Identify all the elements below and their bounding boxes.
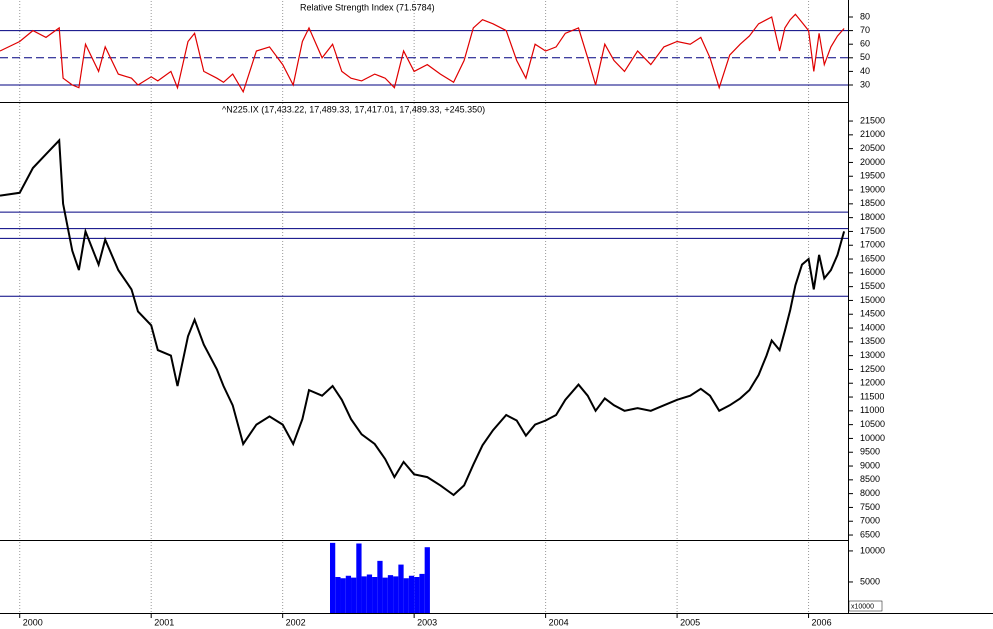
y-tick-label: 14000 <box>860 322 885 332</box>
y-tick-label: 11500 <box>860 391 884 401</box>
data-line <box>0 138 846 497</box>
y-tick-label: 14500 <box>860 309 885 319</box>
y-tick-label: 20000 <box>860 157 885 167</box>
y-tick-label: 21000 <box>860 129 885 139</box>
volume-bar <box>414 577 420 613</box>
volume-bar <box>377 560 383 613</box>
volume-bar <box>361 576 367 613</box>
x-tick-label: 2006 <box>812 617 832 627</box>
volume-bar <box>398 564 404 613</box>
y-tick-label: 13000 <box>860 350 885 360</box>
y-tick-label: 16000 <box>860 267 885 277</box>
y-tick-label: 70 <box>860 25 870 35</box>
y-tick-label: 80 <box>860 11 870 21</box>
y-tick-label: 12000 <box>860 378 885 388</box>
volume-bar <box>419 573 425 613</box>
scale-label: x10000 <box>851 603 874 610</box>
volume-bar <box>340 578 346 613</box>
y-tick-label: 10000 <box>860 545 885 555</box>
x-tick-label: 2004 <box>549 617 569 627</box>
volume-bar <box>382 577 388 613</box>
y-tick-label: 5000 <box>860 576 880 586</box>
y-tick-label: 21500 <box>860 115 885 125</box>
y-tick-label: 15500 <box>860 281 885 291</box>
y-tick-label: 50 <box>860 52 870 62</box>
y-tick-label: 9500 <box>860 447 880 457</box>
y-tick-label: 17000 <box>860 240 885 250</box>
y-tick-label: 19500 <box>860 171 885 181</box>
y-tick-label: 30 <box>860 79 870 89</box>
y-tick-label: 10500 <box>860 419 885 429</box>
volume-bar <box>424 547 430 613</box>
x-tick-label: 2005 <box>680 617 700 627</box>
y-tick-label: 18500 <box>860 198 885 208</box>
y-tick-label: 20500 <box>860 143 885 153</box>
volume-bar <box>393 576 399 613</box>
chart-title: ^N225.IX (17,433.22, 17,489.33, 17,417.0… <box>222 104 485 114</box>
y-tick-label: 11000 <box>860 405 884 415</box>
y-tick-label: 19000 <box>860 184 885 194</box>
chart-title: Relative Strength Index (71.5784) <box>300 2 435 12</box>
volume-bar <box>345 575 352 613</box>
x-tick-label: 2002 <box>286 617 306 627</box>
volume-bar <box>372 577 378 613</box>
data-line <box>0 13 845 94</box>
y-tick-label: 7500 <box>860 502 880 512</box>
y-tick-label: 9000 <box>860 460 880 470</box>
y-tick-label: 8500 <box>860 474 880 484</box>
y-tick-label: 40 <box>860 66 870 76</box>
x-tick-label: 2003 <box>417 617 437 627</box>
y-tick-label: 15000 <box>860 295 885 305</box>
x-tick-label: 2000 <box>23 617 43 627</box>
volume-bar <box>335 577 341 613</box>
volume-bar <box>329 542 336 613</box>
y-tick-label: 8000 <box>860 488 880 498</box>
y-tick-label: 12500 <box>860 364 885 374</box>
volume-bar <box>351 577 357 613</box>
y-tick-label: 10000 <box>860 433 885 443</box>
y-tick-label: 60 <box>860 39 870 49</box>
y-tick-label: 16500 <box>860 253 885 263</box>
volume-bar <box>356 543 362 613</box>
volume-bar <box>366 574 373 613</box>
scale-box <box>848 600 883 612</box>
y-tick-label: 13500 <box>860 336 885 346</box>
y-tick-label: 17500 <box>860 226 885 236</box>
x-tick-label: 2001 <box>154 617 174 627</box>
volume-bar <box>403 578 409 613</box>
volume-bar <box>387 575 394 613</box>
volume-bar <box>408 575 415 613</box>
y-tick-label: 7000 <box>860 516 880 526</box>
y-tick-label: 6500 <box>860 529 880 539</box>
y-tick-label: 18000 <box>860 212 885 222</box>
